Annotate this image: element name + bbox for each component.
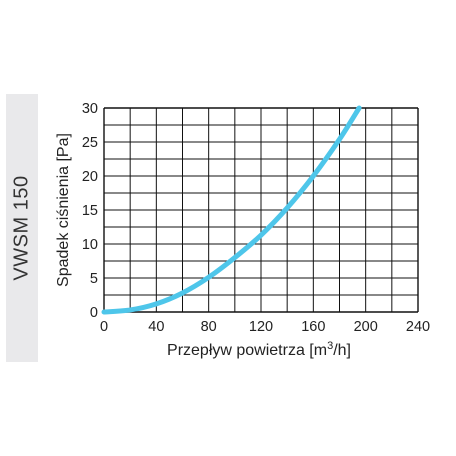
y-tick-label: 30 bbox=[82, 101, 98, 117]
y-axis-label: Spadek ciśnienia [Pa] bbox=[55, 133, 72, 287]
y-tick-label: 5 bbox=[90, 271, 98, 287]
x-tick-label: 0 bbox=[100, 319, 108, 335]
y-tick-label: 25 bbox=[82, 135, 98, 151]
tick-labels: 0 40 80 120 160 200 240 0 5 10 15 20 25 30 bbox=[82, 101, 430, 335]
y-tick-label: 15 bbox=[82, 203, 98, 219]
chart-grid bbox=[103, 107, 419, 313]
x-tick-label: 160 bbox=[301, 319, 325, 335]
model-tab: VWSM 150 bbox=[6, 94, 38, 362]
curve-layer bbox=[101, 105, 362, 315]
y-tick-label: 20 bbox=[82, 169, 98, 185]
x-tick-label: 80 bbox=[201, 319, 217, 335]
y-tick-label: 10 bbox=[82, 237, 98, 253]
pressure-curve bbox=[101, 105, 362, 315]
x-tick-label: 200 bbox=[354, 319, 378, 335]
x-axis-label: Przepływ powietrza [m3/h] bbox=[167, 340, 351, 359]
x-tick-label: 40 bbox=[148, 319, 164, 335]
y-tick-label: 0 bbox=[90, 305, 98, 321]
x-tick-label: 120 bbox=[249, 319, 273, 335]
x-tick-label: 240 bbox=[406, 319, 430, 335]
